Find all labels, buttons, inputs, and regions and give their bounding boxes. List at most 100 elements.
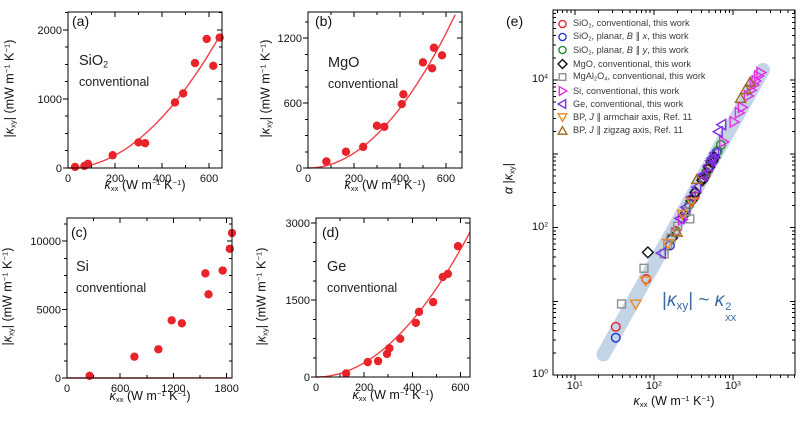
circle-marker xyxy=(429,43,439,52)
circle-marker xyxy=(363,357,372,367)
legend-label: MgO, conventional, this work xyxy=(573,58,691,69)
tri-left-marker xyxy=(704,154,716,168)
tick-label: 600 xyxy=(111,383,129,395)
legend-label: BP, J ∥ armchair axis, Ref. 11 xyxy=(573,111,693,122)
tick-label: 600 xyxy=(437,173,455,185)
tri-left-marker xyxy=(685,190,697,204)
tick-label: 0 xyxy=(305,173,311,185)
circle-marker xyxy=(170,98,180,107)
tri-left-marker xyxy=(708,146,720,160)
panel-c-label: (c) xyxy=(71,224,88,240)
legend-item-5: Si, conventional, this work xyxy=(556,84,794,97)
tick-label: 400 xyxy=(153,173,171,185)
legend-marker xyxy=(558,73,567,82)
circle-marker xyxy=(202,34,211,44)
circle-marker xyxy=(322,157,331,166)
legend-item-1: SiO2, planar, B ∥ x, this work xyxy=(556,30,794,43)
legend-marker xyxy=(556,98,567,110)
square-marker xyxy=(616,299,627,309)
panel-c-xlabel: κxx (W m−1 K−1) xyxy=(109,389,191,405)
circle-marker xyxy=(427,64,437,73)
circle-marker xyxy=(558,46,567,55)
circle-marker xyxy=(215,33,224,42)
circle-marker xyxy=(358,142,368,152)
circle-marker xyxy=(134,138,143,147)
legend-label: Si, conventional, this work xyxy=(573,85,680,96)
circle-marker xyxy=(201,269,210,278)
tick-label: 1200 xyxy=(161,383,185,395)
tri-right-marker xyxy=(756,66,768,79)
panel-a-material: SiO2 xyxy=(79,53,109,70)
circle-marker xyxy=(610,332,621,343)
tri-left-marker xyxy=(654,246,667,260)
tri-left-marker xyxy=(673,212,685,225)
tick-label-10e1: 101 xyxy=(566,380,583,392)
circle-marker xyxy=(396,334,405,343)
panel-a-label: (a) xyxy=(72,13,90,29)
panel-a-plot: 0 200 400 600 0 1000 2000 xyxy=(38,11,224,185)
tick-label: 0 xyxy=(56,163,62,175)
circle-marker xyxy=(443,269,453,279)
circle-marker xyxy=(341,147,351,156)
series-8 xyxy=(670,75,757,237)
panel-b-method: conventional xyxy=(328,77,399,91)
tri-left-marker xyxy=(696,169,708,183)
legend-marker xyxy=(557,58,568,70)
legend-marker xyxy=(556,125,569,135)
tick-label-10e4: 104 xyxy=(531,73,548,85)
circle-marker xyxy=(70,162,80,172)
circle-marker xyxy=(179,89,188,98)
panel-e-label: (e) xyxy=(506,13,524,29)
legend-item-8: BP, J ∥ zigzag axis, Ref. 11 xyxy=(556,124,794,137)
panel-a-method: conventional xyxy=(79,75,150,89)
tri-down-marker xyxy=(639,276,653,288)
panel-c-method: conventional xyxy=(76,281,147,295)
tick-label: 10000 xyxy=(30,236,61,248)
fit-curve xyxy=(316,231,471,378)
legend-label: MgAl2O4, conventional, this work xyxy=(573,71,706,84)
tri-left-marker xyxy=(701,159,713,173)
panel-d-label: (d) xyxy=(322,224,340,240)
tick-label: 1500 xyxy=(286,295,310,307)
legend-item-4: MgAl2O4, conventional, this work xyxy=(556,71,794,84)
tick-label-10e2: 102 xyxy=(645,380,662,392)
circle-marker xyxy=(610,321,621,332)
tri-down-marker xyxy=(676,209,689,221)
panel-a-xlabel: κxx (W m−1 K−1) xyxy=(104,178,186,194)
legend-marker xyxy=(558,32,567,42)
tri-right-marker xyxy=(719,135,731,149)
panel-b-material: MgO xyxy=(328,55,360,71)
panel-d-ylabel: |κxy| (mW m−1 K−1) xyxy=(254,247,270,346)
circle-marker xyxy=(385,344,394,353)
tri-up-marker xyxy=(734,92,747,104)
circle-marker xyxy=(209,61,218,71)
circle-marker xyxy=(204,290,213,299)
circle-marker xyxy=(85,371,94,381)
panel-c-ylabel: |κxy| (mW m−1 K−1) xyxy=(0,247,16,346)
circle-marker xyxy=(83,159,93,169)
panel-e-ylabel: α |κxy| xyxy=(501,163,517,195)
circle-marker xyxy=(437,51,447,60)
tick-label: 200 xyxy=(345,173,363,185)
tri-right-marker xyxy=(753,69,765,83)
tri-down-marker xyxy=(661,238,675,250)
circle-marker xyxy=(558,19,567,28)
legend: SiO2, conventional, this work SiO2, plana… xyxy=(556,17,794,138)
circle-marker xyxy=(190,58,200,68)
legend-label: BP, J ∥ zigzag axis, Ref. 11 xyxy=(573,125,683,136)
circle-marker xyxy=(140,138,150,148)
tri-down-marker xyxy=(685,197,698,209)
panel-d-method: conventional xyxy=(327,281,398,295)
legend-marker xyxy=(558,19,567,28)
tick-label: 5000 xyxy=(37,305,61,317)
tick-label: 0 xyxy=(64,383,70,395)
panel-e-xlabel: κxx (W m−1 K−1) xyxy=(633,394,715,410)
tick-label: 600 xyxy=(200,173,218,185)
legend-item-3: MgO, conventional, this work xyxy=(556,57,794,70)
tick-label: 3000 xyxy=(286,218,310,230)
circle-marker xyxy=(373,356,383,366)
circle-marker xyxy=(453,242,463,251)
tick-label: 2000 xyxy=(38,25,62,37)
circle-marker xyxy=(428,297,438,307)
legend-label: SiO2, planar, B ∥ y, this work xyxy=(573,44,689,57)
